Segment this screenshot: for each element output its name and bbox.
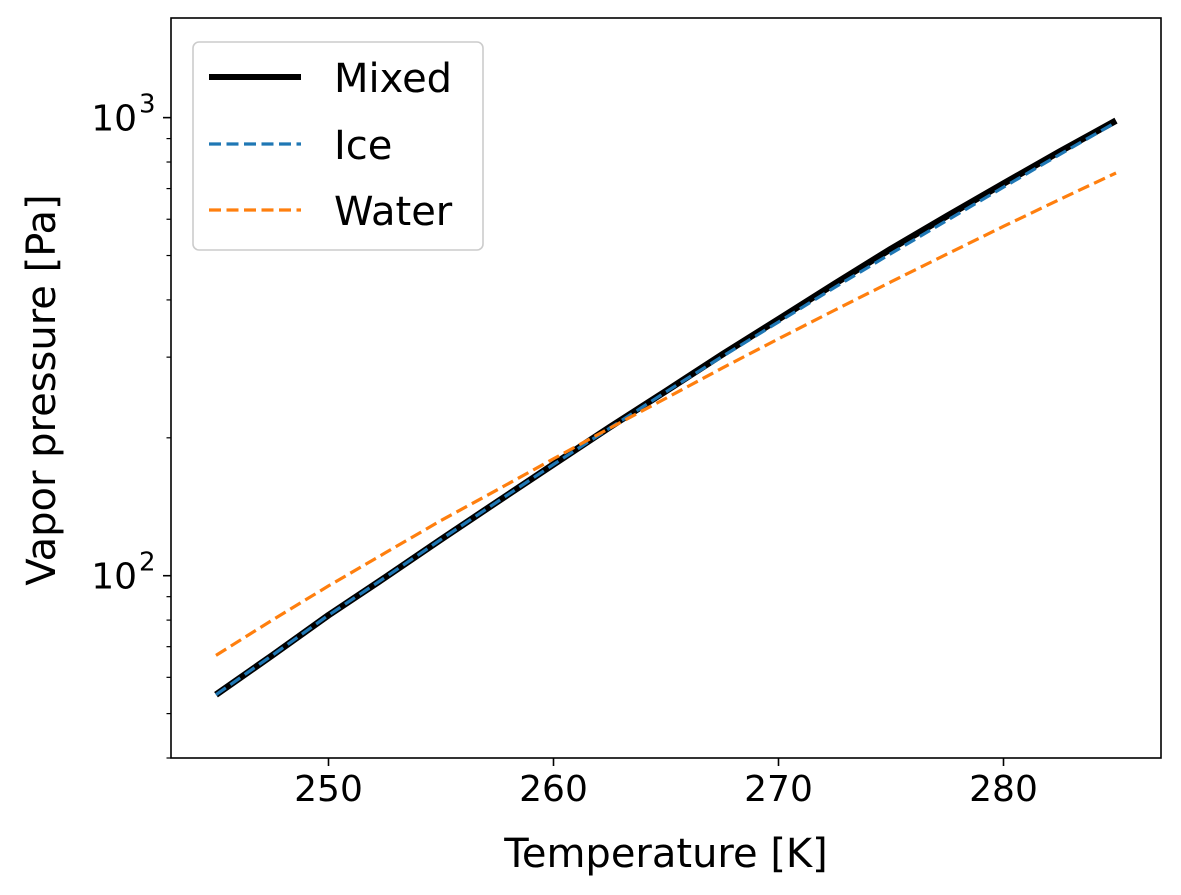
- series-line-water: [215, 171, 1117, 657]
- data-point-water: [665, 397, 667, 399]
- data-point-mixed: [1059, 151, 1061, 153]
- data-point-ice: [328, 614, 330, 616]
- data-point-water: [1115, 172, 1117, 174]
- legend-label-water: Water: [334, 189, 453, 235]
- y-tick-exponent: 2: [139, 548, 156, 578]
- data-point-ice: [834, 287, 836, 289]
- data-point-ice: [1115, 121, 1117, 123]
- data-point-water: [609, 427, 611, 429]
- data-point-mixed: [946, 215, 948, 217]
- data-point-water: [440, 520, 442, 522]
- data-point-water: [384, 552, 386, 554]
- data-point-ice: [553, 464, 555, 466]
- data-point-ice: [721, 356, 723, 358]
- data-point-mixed: [721, 354, 723, 356]
- data-point-ice: [496, 501, 498, 503]
- data-point-water: [721, 367, 723, 369]
- data-point-water: [215, 655, 217, 657]
- y-tick-label: 10: [91, 99, 137, 140]
- x-tick-label: 280: [969, 769, 1038, 810]
- data-point-ice: [946, 219, 948, 221]
- data-point-ice: [440, 539, 442, 541]
- data-point-water: [271, 619, 273, 621]
- data-point-water: [890, 281, 892, 283]
- data-point-water: [1003, 226, 1005, 228]
- data-point-water: [496, 489, 498, 491]
- data-point-mixed: [1115, 120, 1117, 122]
- y-axis-label: Vapor pressure [Pa]: [19, 194, 65, 585]
- data-point-ice: [665, 391, 667, 393]
- x-tick-label: 260: [519, 769, 588, 810]
- series-line-ice: [215, 120, 1117, 696]
- axes-frame: [170, 17, 1162, 759]
- legend-label-mixed: Mixed: [334, 56, 452, 102]
- legend-label-ice: Ice: [334, 123, 392, 169]
- data-point-ice: [271, 655, 273, 657]
- legend: Mixed Ice Water: [192, 41, 484, 251]
- data-point-water: [834, 309, 836, 311]
- data-point-ice: [778, 321, 780, 323]
- data-point-water: [1059, 199, 1061, 201]
- data-point-ice: [1003, 186, 1005, 188]
- x-axis-label: Temperature [K]: [503, 831, 828, 877]
- data-point-ice: [215, 694, 217, 696]
- data-point-mixed: [1003, 183, 1005, 185]
- data-point-ice: [890, 253, 892, 255]
- y-tick-label: 10: [91, 557, 137, 598]
- data-point-water: [328, 585, 330, 587]
- x-tick-label: 270: [744, 769, 813, 810]
- data-point-water: [553, 458, 555, 460]
- data-point-water: [946, 253, 948, 255]
- data-point-water: [778, 338, 780, 340]
- y-tick-exponent: 3: [139, 90, 156, 120]
- data-point-ice: [384, 577, 386, 579]
- data-point-ice: [1059, 154, 1061, 156]
- data-point-mixed: [890, 248, 892, 250]
- data-point-mixed: [834, 283, 836, 285]
- legend-box: [192, 41, 484, 251]
- x-tick-label: 250: [294, 769, 363, 810]
- series-layer: [214, 117, 1118, 698]
- x-axis: 250 260 270 280: [294, 758, 1038, 810]
